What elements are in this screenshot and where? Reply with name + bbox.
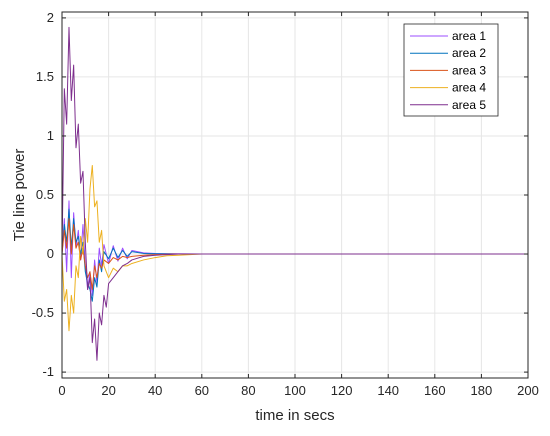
x-tick-label: 120 [331,383,353,398]
legend-label-area-3: area 3 [452,63,486,77]
y-axis-title: Tie line power [11,149,28,242]
x-tick-label: 100 [284,383,306,398]
y-tick-label: 1.5 [36,69,54,84]
x-tick-label: 80 [241,383,255,398]
legend-label-area-2: area 2 [452,46,486,60]
x-tick-label: 0 [58,383,65,398]
series-layer [61,26,528,361]
series-line-area-5 [61,26,528,361]
x-axis-title: time in secs [255,407,334,424]
x-tick-label: 60 [195,383,209,398]
legend-label-area-5: area 5 [452,98,486,112]
legend: area 1 area 2 area 3 area 4 area 5 [403,23,499,117]
legend-label-area-4: area 4 [452,81,486,95]
y-tick-label: 2 [47,10,54,25]
axis-ticks: 0 20 40 60 80 100 120 140 160 180 200 -1 -0.5 0 0.5 1 1.… [32,10,539,398]
series-line-area-4 [61,164,528,332]
y-tick-label: -0.5 [32,305,54,320]
y-tick-label: 1 [47,128,54,143]
x-tick-label: 20 [101,383,115,398]
y-tick-label: -1 [42,364,54,379]
x-tick-label: 180 [471,383,493,398]
x-tick-label: 40 [148,383,162,398]
y-tick-label: 0 [47,246,54,261]
series-line-area-2 [61,208,528,302]
series-line-area-3 [61,218,528,290]
y-tick-label: 0.5 [36,187,54,202]
x-tick-label: 160 [424,383,446,398]
legend-label-area-1: area 1 [452,29,486,43]
x-tick-label: 140 [377,383,399,398]
x-tick-label: 200 [517,383,539,398]
